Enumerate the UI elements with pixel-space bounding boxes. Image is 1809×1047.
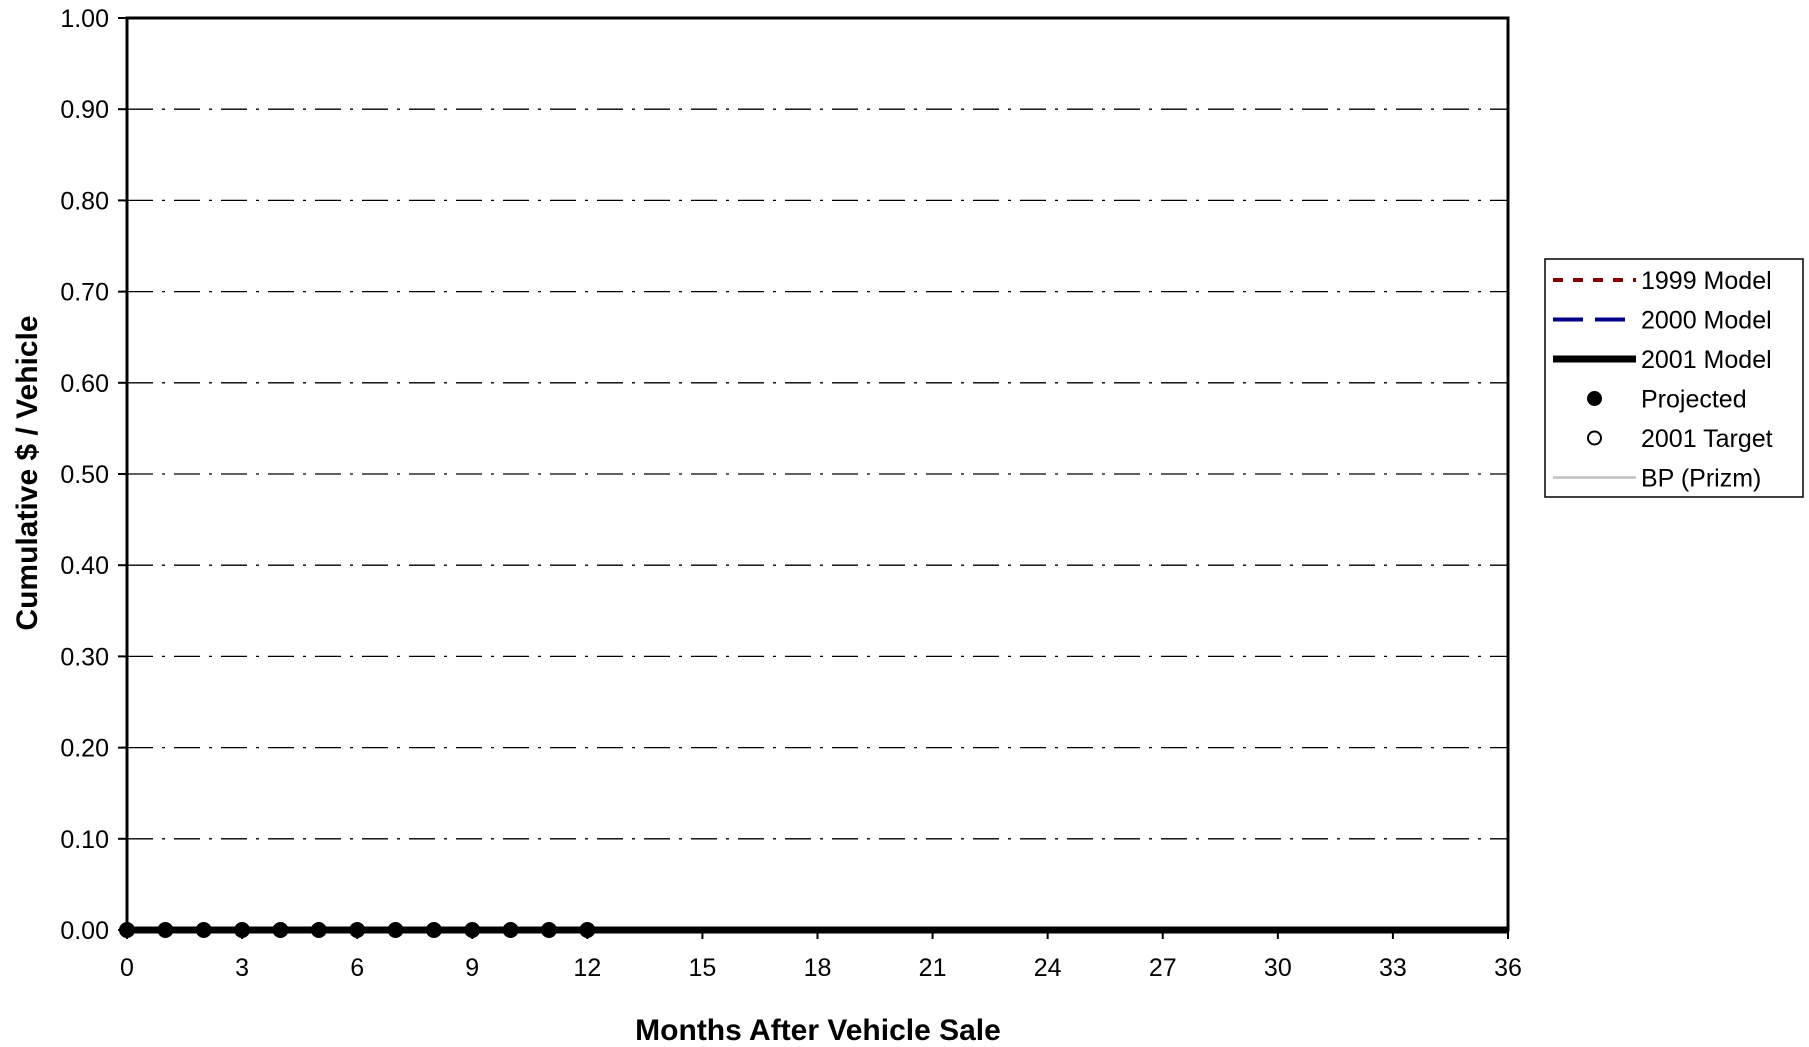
y-tick-label: 0.40 (60, 552, 109, 580)
legend-marker-projected (1587, 391, 1602, 406)
x-tick-label: 27 (1149, 954, 1177, 982)
x-tick-label: 33 (1379, 954, 1407, 982)
x-tick-label: 12 (573, 954, 601, 982)
y-tick-label: 0.00 (60, 917, 109, 945)
y-tick-label: 0.30 (60, 643, 109, 671)
gridlines (127, 108, 1508, 840)
legend: 1999 Model 2000 Model 2001 Model Projected 2… (1544, 258, 1804, 498)
legend-marker-2001-target (1587, 430, 1602, 446)
y-tick-label: 0.70 (60, 279, 109, 307)
x-axis-title: Months After Vehicle Sale (635, 1014, 1001, 1047)
legend-box (1544, 258, 1804, 498)
legend-label-2001-model: 2001 Model (1641, 346, 1772, 374)
x-tick-label: 0 (120, 954, 134, 982)
legend-label-projected: Projected (1641, 386, 1747, 414)
y-tick-label: 0.80 (60, 187, 109, 215)
x-tick-label: 3 (235, 954, 249, 982)
legend-label-2000-model: 2000 Model (1641, 307, 1772, 335)
y-axis-ticks: 0.00 0.10 0.20 0.30 0.40 0.50 0.60 0.70 0.80 0.90… (60, 5, 127, 945)
y-tick-label: 0.90 (60, 96, 109, 124)
x-tick-label: 21 (919, 954, 947, 982)
legend-label-2001-target: 2001 Target (1641, 425, 1773, 453)
y-tick-label: 1.00 (60, 5, 109, 33)
x-tick-label: 18 (804, 954, 832, 982)
x-tick-label: 30 (1264, 954, 1292, 982)
y-tick-label: 0.50 (60, 461, 109, 489)
x-tick-label: 6 (350, 954, 364, 982)
x-tick-label: 36 (1494, 954, 1522, 982)
legend-label-bp-prizm-: BP (Prizm) (1641, 465, 1761, 493)
legend-label-1999-model: 1999 Model (1641, 267, 1772, 295)
x-tick-label: 24 (1034, 954, 1062, 982)
y-tick-label: 0.60 (60, 370, 109, 398)
x-axis-ticks: 0 3 6 9 12 15 18 21 24 27 30 33 36 (120, 930, 1522, 982)
y-tick-label: 0.20 (60, 735, 109, 763)
y-axis-title: Cumulative $ / Vehicle (11, 315, 44, 630)
y-tick-label: 0.10 (60, 826, 109, 854)
x-tick-label: 9 (465, 954, 479, 982)
x-tick-label: 15 (689, 954, 717, 982)
